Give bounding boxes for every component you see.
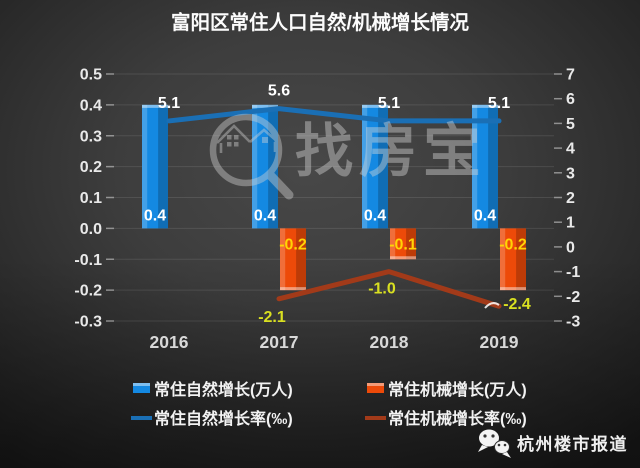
magnifier-houses-icon bbox=[209, 113, 283, 187]
right-axis-tick-label: -3 bbox=[566, 314, 580, 331]
legend-swatch-bevel bbox=[133, 383, 150, 386]
legend-swatch-bar bbox=[367, 383, 384, 393]
right-axis-tick-label: 4 bbox=[566, 141, 575, 158]
category-label: 2018 bbox=[370, 332, 409, 352]
left-axis-tick-label: -0.2 bbox=[74, 283, 102, 300]
category-label: 2016 bbox=[150, 332, 189, 352]
right-axis-tick-label: -1 bbox=[566, 264, 580, 281]
rate-value-label: -2.1 bbox=[258, 309, 286, 326]
house-windows bbox=[227, 135, 268, 147]
left-axis-tick-label: 0.4 bbox=[80, 97, 102, 114]
bar-natural-growth bbox=[142, 104, 168, 229]
left-axis-tick-label: -0.1 bbox=[74, 252, 102, 269]
rate-value-label: -2.4 bbox=[503, 296, 531, 313]
bar-shade bbox=[378, 104, 388, 229]
watermark-brand-text: 找房宝 bbox=[295, 119, 487, 184]
line-end-marker bbox=[484, 302, 500, 309]
bar-bevel bbox=[390, 256, 416, 260]
bar-bevel bbox=[362, 104, 388, 108]
bar-natural-growth bbox=[472, 104, 498, 229]
bar-mechanical-growth bbox=[280, 228, 306, 291]
left-axis-tick-label: 0.1 bbox=[80, 190, 102, 207]
line-natural-rate bbox=[166, 106, 502, 124]
bar-highlight bbox=[252, 104, 258, 229]
bar-shade bbox=[516, 228, 526, 291]
bar-bevel bbox=[500, 287, 526, 291]
bar-highlight bbox=[390, 228, 396, 260]
legend-swatch-bar bbox=[133, 383, 150, 393]
right-axis-tick-label: 3 bbox=[566, 165, 575, 182]
left-axis-tick-label: 0.5 bbox=[80, 67, 102, 84]
rate-value-label: 5.1 bbox=[488, 95, 510, 112]
bar-bevel bbox=[252, 104, 278, 108]
bar-value-label: -0.1 bbox=[389, 236, 417, 253]
right-axis-tick-label: 7 bbox=[566, 67, 575, 84]
bar-value-label: -0.2 bbox=[279, 236, 307, 253]
magnifier-handle bbox=[266, 171, 294, 200]
category-label: 2019 bbox=[480, 332, 519, 352]
bar-series bbox=[142, 104, 526, 291]
footer-attribution: 杭州楼市报道 bbox=[478, 429, 628, 458]
bar-highlight bbox=[280, 228, 286, 291]
right-axis-tick-label: -2 bbox=[566, 289, 580, 306]
bar-bevel bbox=[280, 287, 306, 291]
watermark: 找房宝 bbox=[209, 113, 487, 200]
bar-highlight bbox=[500, 228, 506, 291]
data-labels: 0.4 0.4 0.4 0.4-0.2 -0.1 -0.25.15.65.1 5.1-2.1… bbox=[144, 83, 531, 326]
x-axis: 2016 2017 2018 2019 bbox=[150, 332, 519, 352]
bar-value-label: 0.4 bbox=[364, 207, 386, 224]
legend-swatch-bevel bbox=[367, 383, 384, 386]
right-axis-tick-label: 5 bbox=[566, 116, 575, 133]
rate-value-label: 5.6 bbox=[268, 83, 290, 100]
bar-natural-growth bbox=[252, 104, 278, 229]
left-axis: 0.5 0.4 0.3 0.2 0.1 0.0 -0.1 -0.2 -0.3 bbox=[74, 67, 114, 331]
bar-shade bbox=[488, 104, 498, 229]
legend: 常住自然增长(万人) 常住机械增长(万人) 常住自然增长率(‰) 常住机械增长率(‰) bbox=[131, 380, 527, 428]
bar-highlight bbox=[472, 104, 478, 229]
bar-bevel bbox=[472, 104, 498, 108]
legend-swatch-line bbox=[365, 416, 386, 420]
bar-natural-growth bbox=[362, 104, 388, 229]
bar-shade bbox=[268, 104, 278, 229]
right-axis-tick-label: 0 bbox=[566, 239, 575, 256]
right-axis-tick-label: 2 bbox=[566, 190, 575, 207]
bar-value-label: 0.4 bbox=[144, 207, 166, 224]
legend-item-label: 常住机械增长率(‰) bbox=[388, 409, 527, 428]
bar-bevel bbox=[142, 104, 168, 108]
bar-mechanical-growth bbox=[500, 228, 526, 291]
legend-item-label: 常住自然增长率(‰) bbox=[154, 409, 293, 428]
wechat-icon bbox=[478, 429, 511, 458]
left-axis-tick-label: 0.3 bbox=[80, 128, 102, 145]
left-axis-tick-label: 0.0 bbox=[80, 221, 102, 238]
bar-mechanical-growth bbox=[390, 228, 416, 260]
bar-highlight bbox=[362, 104, 368, 229]
bar-value-label: 0.4 bbox=[254, 207, 276, 224]
legend-swatch-line bbox=[131, 416, 152, 420]
bar-value-label: 0.4 bbox=[474, 207, 496, 224]
legend-item-label: 常住自然增长(万人) bbox=[154, 380, 293, 399]
rate-value-label: 5.1 bbox=[158, 95, 180, 112]
bar-shade bbox=[296, 228, 306, 291]
line-series bbox=[166, 106, 502, 309]
bar-value-label: -0.2 bbox=[499, 236, 527, 253]
rate-value-label: -1.0 bbox=[368, 281, 396, 298]
bar-shade bbox=[406, 228, 416, 260]
right-axis: 7 6 5 4 3 2 1 0 -1 -2 -3 bbox=[554, 67, 580, 331]
footer-channel-name: 杭州楼市报道 bbox=[517, 434, 628, 454]
left-axis-tick-label: -0.3 bbox=[74, 314, 102, 331]
bar-shade bbox=[158, 104, 168, 229]
rate-value-label: 5.1 bbox=[378, 95, 400, 112]
right-axis-tick-label: 1 bbox=[566, 215, 575, 232]
line-mechanical-rate bbox=[276, 269, 502, 309]
right-axis-tick-label: 6 bbox=[566, 91, 575, 108]
chart-title: 富阳区常住人口自然/机械增长情况 bbox=[171, 11, 469, 34]
bar-highlight bbox=[142, 104, 148, 229]
category-label: 2017 bbox=[260, 332, 299, 352]
legend-item-label: 常住机械增长(万人) bbox=[388, 380, 527, 399]
houses-glyph bbox=[216, 124, 279, 153]
left-axis-tick-label: 0.2 bbox=[80, 159, 102, 176]
